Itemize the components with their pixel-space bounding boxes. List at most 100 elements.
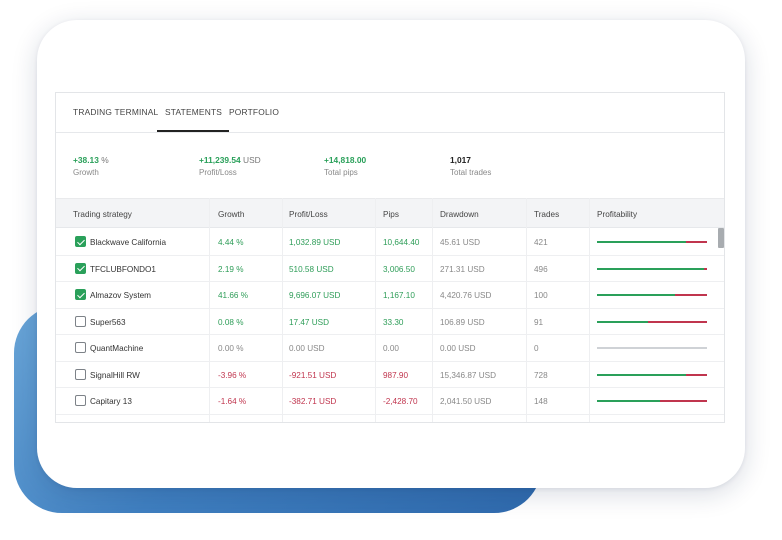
row-checkbox[interactable]	[75, 289, 86, 300]
drawdown-value: 45.61 USD	[440, 238, 481, 247]
row-checkbox[interactable]	[75, 315, 86, 327]
row-checkbox[interactable]	[75, 368, 86, 380]
growth-value: 0.00 %	[218, 344, 244, 353]
pips-value: 10,644.40	[383, 238, 420, 247]
growth-value: -3.96 %	[218, 370, 247, 380]
pips-value: 3,006.50	[383, 264, 415, 274]
drawdown-value: 4,420.76 USD	[440, 291, 492, 300]
stat-growth-unit: %	[101, 155, 109, 165]
profitability-bar	[597, 347, 707, 349]
table-row[interactable]: TFCLUBFONDO1 2.19 % 510.58 USD 3,006.50 271.…	[56, 256, 724, 282]
profitability-bar	[597, 373, 707, 376]
stat-profit-loss-value: +11,239.54	[199, 155, 241, 165]
drawdown-value: 0.00 USD	[440, 344, 476, 353]
drawdown-value: 15,346.87 USD	[440, 370, 496, 380]
row-checkbox[interactable]	[75, 236, 86, 247]
table-row[interactable]: SignalHill RW -3.96 % -921.51 USD 987.90 15,…	[56, 362, 724, 388]
strategy-name[interactable]: Almazov System	[90, 291, 151, 300]
trades-value: 421	[534, 238, 548, 247]
table-row[interactable]: Super563 0.08 % 17.47 USD 33.30 106.89 USD 91	[56, 309, 724, 335]
profit-loss-value: -921.51 USD	[289, 370, 337, 380]
stat-profit-loss-unit: USD	[243, 155, 261, 165]
table-header: Trading strategy Growth Profit/Loss Pips…	[56, 198, 724, 228]
stat-trades-label: Total trades	[450, 168, 492, 177]
strategy-name[interactable]: QuantMachine	[90, 344, 144, 353]
profit-loss-value: 17.47 USD	[289, 317, 330, 327]
profitability-bar-profit	[597, 400, 660, 402]
strategy-name[interactable]: Blackwave California	[90, 238, 166, 247]
vertical-scrollbar[interactable]	[718, 228, 724, 422]
stat-profit-loss-label: Profit/Loss	[199, 168, 237, 177]
header-profitability[interactable]: Profitability	[597, 210, 638, 219]
header-profit-loss[interactable]: Profit/Loss	[289, 210, 328, 219]
strategy-name[interactable]: Capitary 13	[90, 397, 132, 406]
tab-portfolio[interactable]: PORTFOLIO	[229, 107, 280, 117]
profitability-bar-profit	[597, 373, 687, 376]
statements-panel: TRADING TERMINAL STATEMENTS PORTFOLIO +3…	[55, 92, 725, 423]
profit-loss-value: 1,032.89 USD	[289, 238, 341, 247]
profit-loss-value: 0.00 USD	[289, 344, 325, 353]
table-row[interactable]: QuantMachine 0.00 % 0.00 USD 0.00 0.00 USD 0	[56, 335, 724, 362]
scrollbar-thumb[interactable]	[718, 228, 724, 248]
drawdown-value: 106.89 USD	[440, 317, 485, 327]
header-trades[interactable]: Trades	[534, 210, 560, 219]
stat-trades-value: 1,017	[450, 155, 471, 165]
growth-value: 0.08 %	[218, 317, 244, 327]
trades-value: 0	[534, 344, 539, 353]
strategy-name[interactable]: Super563	[90, 317, 126, 327]
row-checkbox[interactable]	[75, 395, 86, 406]
pips-value: 0.00	[383, 344, 399, 353]
stat-growth-value: +38.13	[73, 155, 99, 165]
header-strategy[interactable]: Trading strategy	[73, 210, 132, 219]
trades-value: 728	[534, 370, 548, 380]
tab-statements[interactable]: STATEMENTS	[156, 107, 230, 132]
profitability-bar-profit	[597, 241, 687, 243]
profitability-bar	[597, 241, 707, 243]
profitability-bar-loss	[647, 320, 707, 323]
profit-loss-value: -382.71 USD	[289, 397, 337, 406]
header-pips[interactable]: Pips	[383, 210, 399, 219]
trades-value: 91	[534, 317, 544, 327]
drawdown-value: 271.31 USD	[440, 264, 485, 274]
column-divider	[526, 198, 527, 422]
profitability-bar-loss	[675, 294, 707, 296]
strategy-name[interactable]: TFCLUBFONDO1	[90, 264, 156, 274]
column-divider	[375, 198, 376, 422]
profitability-bar	[597, 267, 707, 270]
profitability-bar-loss	[686, 373, 707, 376]
stat-growth: +38.13 % Growth	[73, 155, 109, 177]
tab-trading-terminal[interactable]: TRADING TERMINAL	[73, 107, 159, 117]
header-drawdown[interactable]: Drawdown	[440, 210, 479, 219]
profitability-bar	[597, 294, 707, 296]
table-row[interactable]: Blackwave California 4.44 % 1,032.89 USD 10…	[56, 229, 724, 256]
row-checkbox[interactable]	[75, 342, 86, 353]
table-row[interactable]: Capitary 13 -1.64 % -382.71 USD -2,428.70 2,…	[56, 388, 724, 415]
profitability-bar-loss	[659, 400, 707, 402]
profitability-bar	[597, 320, 707, 323]
trades-value: 496	[534, 264, 548, 274]
drawdown-value: 2,041.50 USD	[440, 397, 492, 406]
stat-growth-label: Growth	[73, 168, 99, 177]
growth-value: 41.66 %	[218, 291, 249, 300]
table-row[interactable]: Almazov System 41.66 % 9,696.07 USD 1,167.1…	[56, 282, 724, 309]
column-divider	[432, 198, 433, 422]
row-checkbox[interactable]	[75, 262, 86, 274]
strategy-name[interactable]: SignalHill RW	[90, 370, 140, 380]
profit-loss-value: 510.58 USD	[289, 264, 334, 274]
growth-value: -1.64 %	[218, 397, 247, 406]
profitability-bar-loss	[703, 267, 707, 270]
profitability-bar-loss	[686, 241, 707, 243]
profitability-bar-neutral	[597, 347, 707, 349]
growth-value: 4.44 %	[218, 238, 244, 247]
profitability-bar	[597, 400, 707, 402]
stat-pips: +14,818.00 Total pips	[324, 155, 366, 177]
pips-value: 33.30	[383, 317, 404, 327]
stat-profit-loss: +11,239.54 USD Profit/Loss	[199, 155, 261, 177]
pips-value: -2,428.70	[383, 397, 418, 406]
stat-trades: 1,017 Total trades	[450, 155, 491, 177]
profitability-bar-profit	[597, 320, 648, 323]
trades-value: 100	[534, 291, 548, 300]
column-divider	[209, 198, 210, 422]
pips-value: 987.90	[383, 370, 409, 380]
header-growth[interactable]: Growth	[218, 210, 245, 219]
